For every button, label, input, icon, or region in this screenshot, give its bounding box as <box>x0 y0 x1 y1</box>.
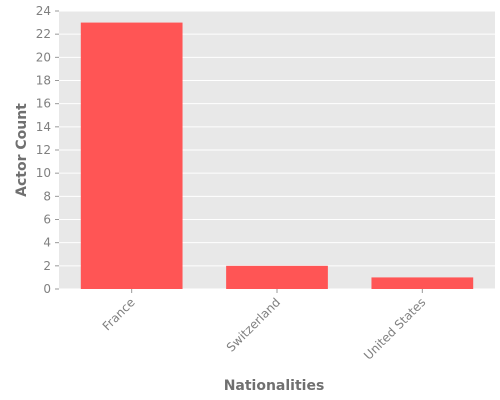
y-tick-label: 4 <box>43 236 51 250</box>
x-axis-ticks: France Switzerland United States <box>100 289 428 363</box>
y-tick-label: 0 <box>43 282 51 296</box>
x-axis-title: Nationalities <box>224 378 325 394</box>
y-tick-label: 18 <box>36 74 51 88</box>
bars <box>80 22 474 289</box>
y-tick-label: 10 <box>36 166 51 180</box>
bar-france <box>80 22 183 289</box>
y-axis-title: Actor Count <box>14 103 30 197</box>
bar-united-states <box>371 277 474 289</box>
y-tick-label: 20 <box>36 50 51 64</box>
bar-switzerland <box>226 265 328 289</box>
y-tick-label: 14 <box>36 120 51 134</box>
x-tick-label: France <box>100 295 138 333</box>
y-tick-label: 24 <box>36 4 51 18</box>
y-tick-label: 16 <box>36 97 51 111</box>
y-tick-label: 8 <box>43 189 51 203</box>
y-tick-label: 6 <box>43 213 51 227</box>
y-tick-label: 22 <box>36 27 51 41</box>
x-tick-label: Switzerland <box>224 295 283 354</box>
y-tick-label: 2 <box>43 259 51 273</box>
x-tick-label: United States <box>361 295 428 362</box>
y-tick-label: 12 <box>36 143 51 157</box>
